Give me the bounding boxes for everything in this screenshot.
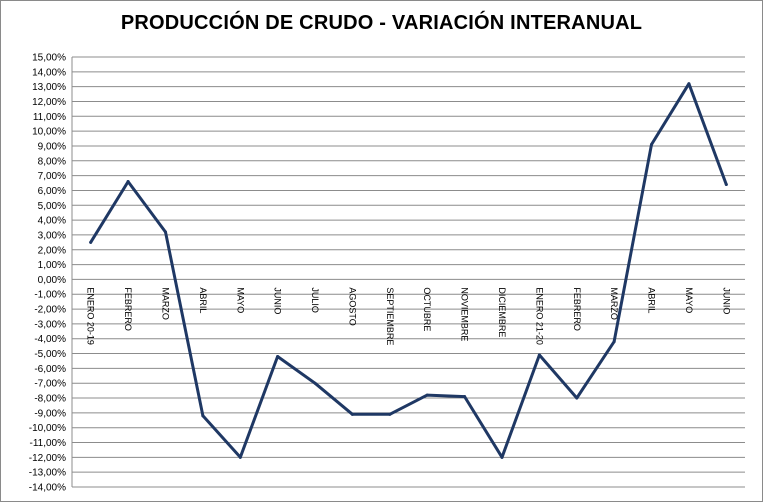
y-tick-label: 12,00% (32, 97, 66, 108)
y-tick-label: 2,00% (38, 245, 66, 256)
data-point (537, 353, 541, 357)
y-tick-label: -3,00% (34, 319, 66, 330)
x-tick-label: ABRIL (647, 287, 657, 313)
data-point (238, 455, 242, 459)
y-tick-label: 7,00% (38, 171, 66, 182)
x-tick-label: ENERO 21-20 (534, 287, 544, 345)
y-tick-label: -14,00% (29, 483, 66, 494)
y-axis-tick-labels: 15,00% 14,00% 13,00% 12,00% 11,00% 10,00% 9,00… (29, 53, 66, 494)
y-tick-label: 0,00% (38, 275, 66, 286)
data-point (687, 82, 691, 86)
x-tick-label: JUNIO (273, 287, 283, 314)
y-tick-label: 15,00% (32, 53, 66, 64)
y-tick-label: -7,00% (34, 379, 66, 390)
data-point (201, 414, 205, 418)
data-point (89, 240, 93, 244)
data-point (724, 183, 728, 187)
x-tick-label: MAYO (684, 287, 694, 313)
data-point (650, 142, 654, 146)
x-axis-tick-labels: ENERO 20-19 FEBRERO MARZO ABRIL MAYO JUNIO JUL… (86, 287, 732, 345)
y-tick-label: -1,00% (34, 290, 66, 301)
x-tick-label: NOVIEMBRE (460, 287, 470, 341)
y-tick-label: 4,00% (38, 216, 66, 227)
x-tick-label: OCTUBRE (422, 287, 432, 331)
y-tick-label: 3,00% (38, 230, 66, 241)
y-tick-label: 5,00% (38, 201, 66, 212)
y-tick-label: 10,00% (32, 127, 66, 138)
data-point (350, 412, 354, 416)
data-point (163, 230, 167, 234)
x-tick-label: JULIO (310, 287, 320, 313)
x-tick-label: FEBRERO (572, 287, 582, 331)
data-point (575, 396, 579, 400)
series-line (89, 82, 728, 459)
x-tick-label: JUNIO (721, 287, 731, 314)
y-tick-label: -6,00% (34, 364, 66, 375)
data-point (612, 340, 616, 344)
x-tick-label: MAYO (235, 287, 245, 313)
x-tick-label: FEBRERO (123, 287, 133, 331)
chart-title: PRODUCCIÓN DE CRUDO - VARIACIÓN INTERANU… (120, 12, 643, 34)
data-point (463, 395, 467, 399)
y-tick-label: -4,00% (34, 334, 66, 345)
y-tick-label: 1,00% (38, 260, 66, 271)
x-tick-label: AGOSTO (347, 287, 357, 325)
data-point (425, 393, 429, 397)
x-tick-label: MARZO (609, 287, 619, 320)
y-tick-label: -10,00% (29, 423, 66, 434)
y-tick-label: 11,00% (33, 112, 66, 123)
y-tick-label: 13,00% (32, 82, 66, 93)
data-point (126, 180, 130, 184)
y-tick-label: -12,00% (29, 453, 66, 464)
y-tick-label: -5,00% (34, 349, 66, 360)
y-tick-label: 6,00% (38, 186, 66, 197)
series-layer (89, 82, 728, 459)
y-tick-label: -9,00% (34, 408, 66, 419)
x-tick-label: DICIEMBRE (497, 287, 507, 337)
x-tick-label: ABRIL (198, 287, 208, 313)
y-tick-label: 14,00% (32, 67, 66, 78)
y-tick-label: 9,00% (38, 141, 66, 152)
y-tick-label: 8,00% (38, 156, 66, 167)
gridlines (71, 56, 745, 488)
y-tick-label: -8,00% (34, 394, 66, 405)
data-point (313, 381, 317, 385)
y-tick-label: -11,00% (29, 438, 66, 449)
data-point (388, 412, 392, 416)
data-point (276, 355, 280, 359)
y-tick-label: -13,00% (29, 468, 66, 479)
x-tick-label: ENERO 20-19 (86, 287, 96, 345)
x-tick-label: SEPTIEMBRE (385, 287, 395, 345)
x-tick-label: MARZO (160, 287, 170, 320)
data-point (500, 455, 504, 459)
y-tick-label: -2,00% (34, 305, 66, 316)
